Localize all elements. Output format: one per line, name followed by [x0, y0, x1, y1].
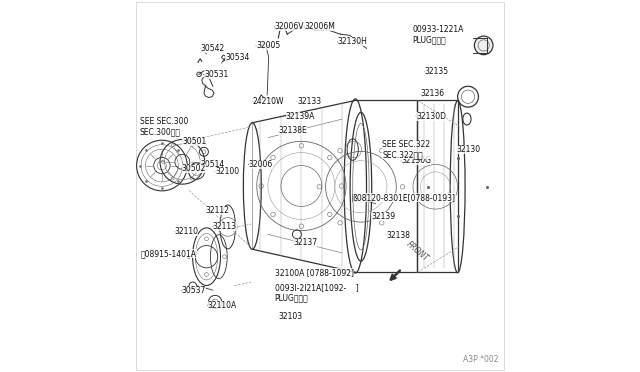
Text: 32103: 32103: [278, 312, 303, 321]
Text: 30531: 30531: [204, 70, 228, 79]
Text: 0093l-2l21A[1092-    ]: 0093l-2l21A[1092- ]: [275, 283, 358, 292]
Text: 32100: 32100: [215, 167, 239, 176]
Polygon shape: [204, 86, 214, 97]
Text: 24210W: 24210W: [252, 97, 284, 106]
Text: 30537: 30537: [182, 286, 206, 295]
Text: 32135: 32135: [425, 67, 449, 76]
Text: SEE SEC.322
SEC.322参照: SEE SEC.322 SEC.322参照: [383, 140, 431, 159]
Text: 32137: 32137: [293, 238, 317, 247]
Text: 32113: 32113: [213, 222, 237, 231]
Text: 32138: 32138: [386, 231, 410, 240]
Text: 32112: 32112: [205, 206, 229, 215]
Text: SEE SEC.300
SEC.300参照: SEE SEC.300 SEC.300参照: [140, 117, 188, 136]
Text: 32100A [0788-1092]: 32100A [0788-1092]: [275, 268, 354, 277]
Text: Ⓥ08915-1401A: Ⓥ08915-1401A: [141, 249, 196, 258]
Text: 32110: 32110: [174, 227, 198, 236]
Text: Ⓑ: Ⓑ: [351, 193, 356, 202]
Text: 30534: 30534: [225, 53, 250, 62]
Text: A3P *002: A3P *002: [463, 355, 499, 364]
Text: 30501: 30501: [182, 137, 207, 146]
Text: 00933-1221A
PLUGプラグ: 00933-1221A PLUGプラグ: [412, 25, 463, 44]
Text: 32006V: 32006V: [275, 22, 304, 31]
Text: 32130D: 32130D: [416, 112, 446, 121]
Text: ß08120-8301E[0788-0193]: ß08120-8301E[0788-0193]: [353, 193, 456, 202]
Text: 32130G: 32130G: [401, 156, 431, 165]
Bar: [417, 100, 458, 272]
Text: 32138E: 32138E: [278, 126, 307, 135]
Text: 32006M: 32006M: [305, 22, 335, 31]
Text: 32110A: 32110A: [207, 301, 237, 310]
Text: 30514: 30514: [200, 160, 225, 169]
Text: 32139: 32139: [371, 212, 396, 221]
Circle shape: [474, 36, 493, 55]
Text: 30542: 30542: [200, 44, 225, 53]
Text: 32136: 32136: [420, 89, 445, 98]
Text: 30502: 30502: [182, 164, 206, 173]
Text: 32139A: 32139A: [286, 112, 315, 121]
Text: 32006: 32006: [248, 160, 273, 169]
Text: 32133: 32133: [297, 97, 321, 106]
Text: 32130H: 32130H: [338, 37, 368, 46]
Text: PLUGプラグ: PLUGプラグ: [275, 294, 308, 303]
Text: FRONT: FRONT: [405, 240, 431, 263]
Text: 32005: 32005: [256, 41, 280, 50]
Text: 32130: 32130: [457, 145, 481, 154]
